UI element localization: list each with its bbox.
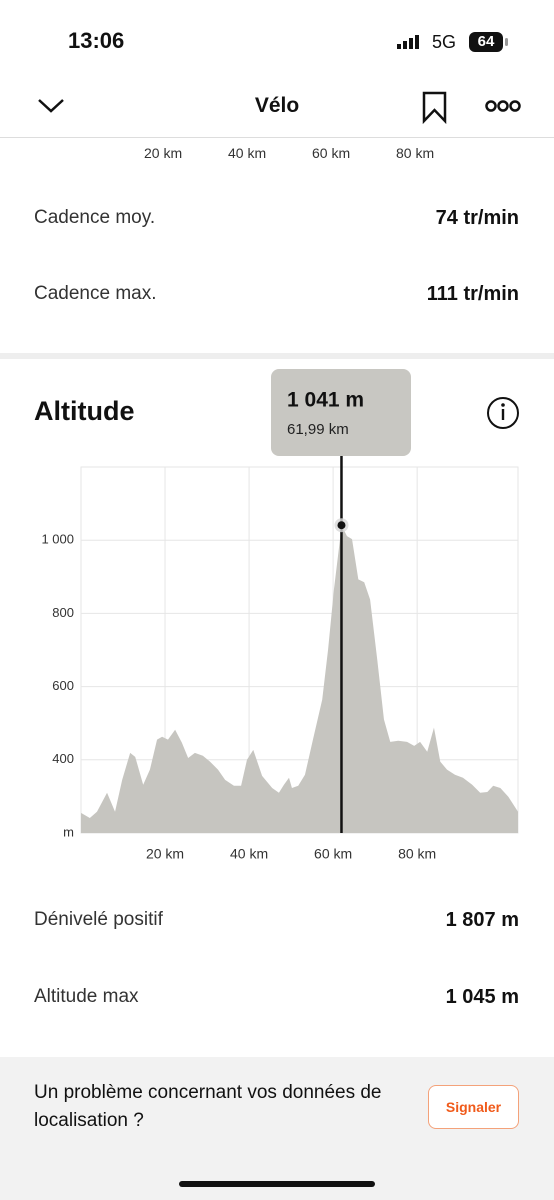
divider (0, 137, 554, 138)
stat-value: 74 tr/min (435, 206, 519, 229)
status-network: 5G (432, 32, 457, 52)
more-button[interactable] (484, 98, 522, 114)
y-tick-label: 800 (52, 605, 74, 620)
report-button[interactable]: Signaler (428, 1085, 519, 1129)
altitude-chart: Altitude m 400 600 800 1 000 20 km 40 km 60 km 8… (34, 369, 519, 862)
stat-label: Cadence max. (34, 283, 157, 304)
home-indicator (179, 1181, 375, 1187)
y-tick-label: 1 000 (41, 532, 74, 547)
top-axis-label: 60 km (312, 145, 351, 161)
status-time: 13:06 (68, 28, 125, 53)
stat-label: Dénivelé positif (34, 909, 163, 930)
y-tick-label: 600 (52, 678, 74, 693)
back-button[interactable] (36, 96, 66, 116)
x-tick-label: 40 km (230, 846, 268, 862)
stat-label: Altitude max (34, 986, 139, 1007)
top-axis-label: 80 km (396, 145, 435, 161)
x-tick-label: 20 km (146, 846, 184, 862)
altitude-area (81, 525, 518, 833)
stat-value: 111 tr/min (426, 282, 519, 305)
stat-row: Cadence max. 111 tr/min (34, 279, 519, 309)
stat-row: Cadence moy. 74 tr/min (34, 203, 519, 233)
y-tick-label: 400 (52, 751, 74, 766)
stat-row: Dénivelé positif 1 807 m (34, 905, 519, 935)
x-tick-label: 80 km (398, 846, 436, 862)
info-button[interactable] (487, 397, 519, 429)
footer-message: Un problème concernant vos données de lo… (34, 1082, 382, 1131)
stat-row: Altitude max 1 045 m (34, 982, 519, 1012)
battery: 64 (469, 32, 503, 52)
battery-tip (505, 38, 508, 46)
cursor-point (337, 521, 346, 530)
y-tick-label: m (63, 824, 74, 839)
tooltip (271, 369, 411, 456)
chart-title: Altitude (34, 396, 135, 426)
stat-value: 1 807 m (445, 908, 519, 931)
tooltip-value: 1 041 m (287, 389, 364, 412)
x-tick-label: 60 km (314, 846, 352, 862)
tooltip-x: 61,99 km (287, 421, 349, 438)
signal-icon (397, 34, 425, 50)
nav-title: Vélo (254, 94, 300, 117)
section-separator (0, 353, 554, 359)
bookmark-button[interactable] (420, 90, 450, 124)
top-axis-label: 40 km (228, 145, 267, 161)
stat-label: Cadence moy. (34, 207, 156, 228)
stat-value: 1 045 m (445, 985, 519, 1008)
footer: Un problème concernant vos données de lo… (0, 1057, 554, 1200)
top-axis-label: 20 km (144, 145, 183, 161)
